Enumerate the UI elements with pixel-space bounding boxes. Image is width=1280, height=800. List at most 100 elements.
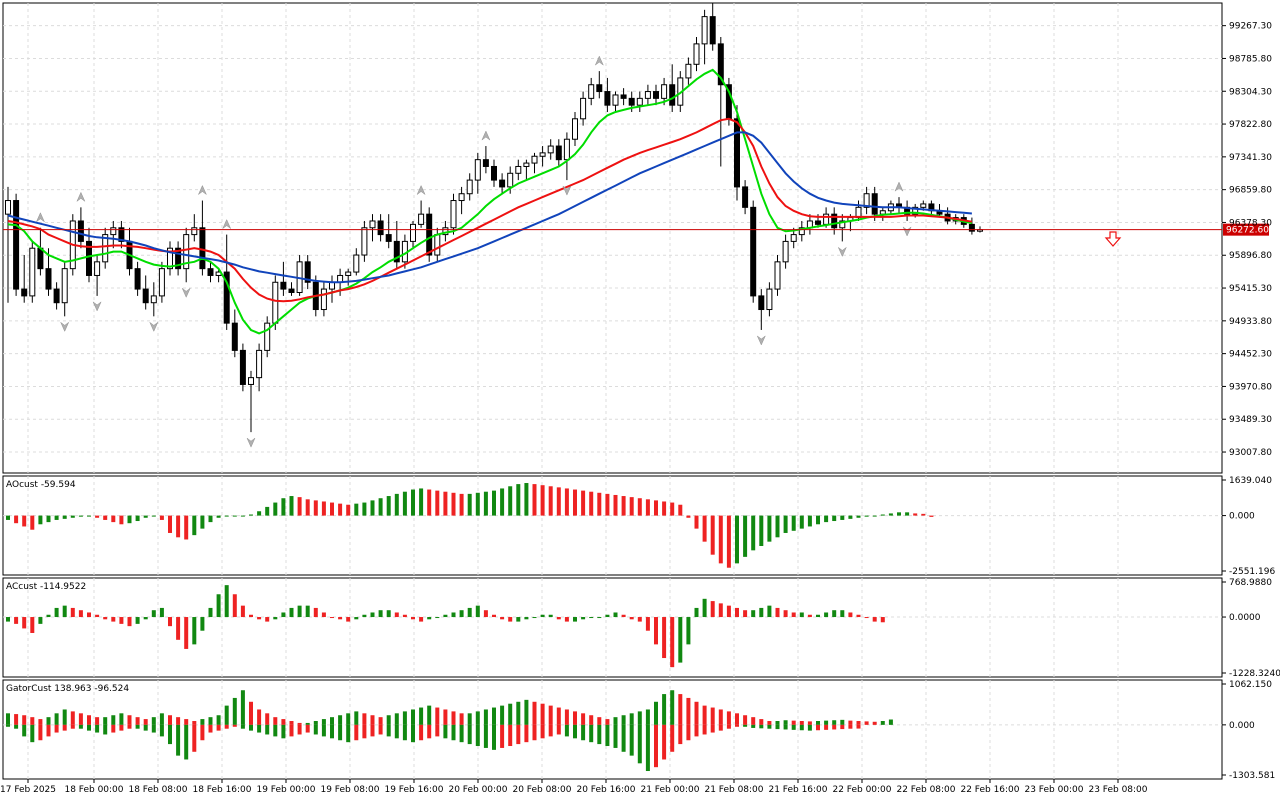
- histogram-bar: [208, 717, 213, 725]
- histogram-bar: [321, 719, 326, 725]
- candle-body: [555, 145, 562, 161]
- histogram-bar: [597, 492, 602, 516]
- histogram-bar: [475, 492, 480, 516]
- histogram-bar: [492, 614, 496, 618]
- histogram-bar: [46, 614, 51, 618]
- histogram-bar: [775, 724, 780, 730]
- candle-body: [61, 268, 68, 304]
- histogram-bar: [888, 513, 893, 516]
- histogram-bar: [143, 724, 148, 731]
- candle-body: [118, 227, 125, 242]
- histogram-bar: [702, 515, 707, 542]
- histogram-bar: [249, 514, 253, 516]
- histogram-bar: [338, 503, 343, 516]
- x-tick-label: 22 Feb 00:00: [832, 785, 891, 795]
- histogram-bar: [710, 515, 715, 555]
- histogram-bar: [257, 724, 262, 733]
- histogram-bar: [613, 724, 618, 748]
- candle-body: [636, 97, 643, 106]
- candle-body: [644, 91, 651, 99]
- histogram-bar: [143, 719, 148, 725]
- histogram-bar: [313, 500, 318, 516]
- histogram-bar: [14, 515, 19, 524]
- histogram-bar: [208, 724, 213, 733]
- histogram-bar: [556, 724, 561, 735]
- candle-body: [37, 247, 44, 270]
- candle-body: [685, 63, 692, 79]
- histogram-bar: [192, 724, 197, 752]
- ac-panel-frame: [2, 577, 1223, 678]
- histogram-bar: [46, 724, 51, 737]
- candle-body: [377, 220, 384, 236]
- x-tick-label: 19 Feb 00:00: [256, 785, 315, 795]
- histogram-bar: [492, 707, 496, 725]
- histogram-bar: [743, 724, 748, 727]
- histogram-bar: [46, 717, 51, 725]
- histogram-bar: [929, 515, 934, 517]
- histogram-bar: [281, 719, 286, 725]
- histogram-bar: [184, 724, 189, 760]
- histogram-bar: [791, 724, 796, 730]
- histogram-bar: [168, 515, 172, 533]
- histogram-bar: [338, 724, 343, 741]
- candle-body: [563, 138, 570, 161]
- x-tick-label: 19 Feb 16:00: [384, 785, 443, 795]
- fractal-down-icon: [562, 185, 572, 196]
- histogram-bar: [743, 715, 748, 725]
- candle-body: [815, 220, 821, 225]
- histogram-bar: [540, 724, 545, 739]
- candle-body: [596, 84, 603, 93]
- histogram-bar: [629, 724, 634, 756]
- y-tick-label: -2551.196: [1229, 567, 1275, 577]
- candle-body: [823, 213, 830, 225]
- candle-body: [750, 206, 757, 297]
- histogram-bar: [824, 724, 829, 730]
- histogram-bar: [411, 617, 415, 620]
- histogram-bar: [362, 502, 367, 516]
- histogram-bar: [880, 617, 885, 623]
- histogram-bar: [500, 617, 505, 620]
- histogram-bar: [232, 594, 237, 618]
- histogram-bar: [807, 614, 812, 618]
- histogram-bar: [524, 483, 529, 516]
- histogram-bar: [338, 715, 343, 725]
- candle-body: [871, 193, 878, 215]
- x-tick-label: 18 Feb 16:00: [192, 785, 251, 795]
- candle-body: [231, 322, 238, 351]
- histogram-bar: [370, 612, 375, 618]
- x-tick-label: 21 Feb 08:00: [704, 785, 763, 795]
- candle-body: [102, 234, 109, 263]
- y-tick-label: 1639.040: [1229, 476, 1272, 486]
- histogram-bar: [127, 715, 132, 725]
- histogram-bar: [864, 515, 869, 517]
- histogram-bar: [168, 715, 172, 725]
- histogram-bar: [208, 607, 213, 618]
- histogram-bar: [654, 500, 658, 516]
- x-tick-label: 21 Feb 16:00: [768, 785, 827, 795]
- histogram-bar: [265, 617, 270, 622]
- histogram-bar: [362, 713, 367, 725]
- histogram-bar: [402, 724, 407, 741]
- histogram-bar: [321, 501, 326, 516]
- histogram-bar: [451, 612, 456, 618]
- histogram-bar: [799, 721, 804, 725]
- histogram-bar: [840, 719, 845, 725]
- histogram-bar: [232, 724, 237, 727]
- histogram-bar: [483, 491, 488, 516]
- histogram-bar: [119, 713, 124, 725]
- histogram-bar: [564, 488, 569, 516]
- histogram-bar: [832, 724, 837, 730]
- histogram-bar: [629, 497, 634, 516]
- histogram-bar: [289, 496, 294, 516]
- histogram-bar: [767, 721, 772, 725]
- histogram-bar: [386, 724, 391, 737]
- histogram-bar: [273, 617, 278, 620]
- candle-body: [491, 165, 497, 181]
- histogram-bar: [605, 614, 610, 618]
- histogram-bar: [775, 721, 780, 725]
- x-tick-label: 21 Feb 00:00: [640, 785, 699, 795]
- histogram-bar: [597, 717, 602, 725]
- histogram-bar: [240, 605, 245, 618]
